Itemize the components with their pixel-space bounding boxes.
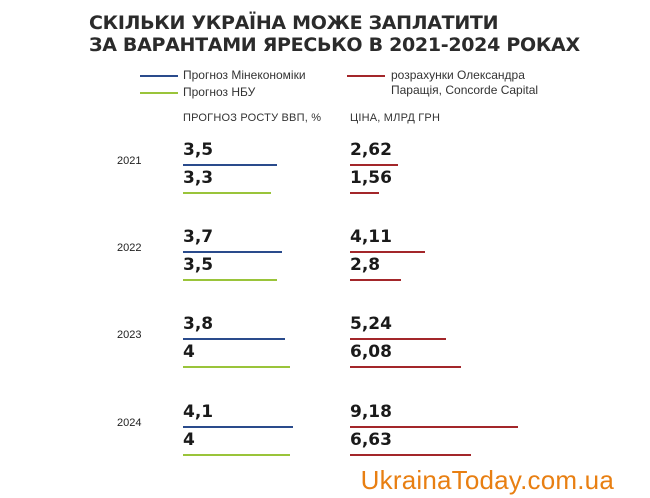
year-label: 2024 xyxy=(117,417,142,429)
price-bar xyxy=(350,454,472,456)
price-value: 6,63 xyxy=(350,430,392,450)
legend-label-nbu: Прогноз НБУ xyxy=(183,85,256,99)
year-label: 2021 xyxy=(117,155,142,167)
gdp-bar xyxy=(183,338,285,340)
price-bar xyxy=(350,338,446,340)
price-value: 9,18 xyxy=(350,402,392,422)
gdp-bar xyxy=(183,192,272,194)
gdp-bar xyxy=(183,366,291,368)
chart-title: СКІЛЬКИ УКРАЇНА МОЖЕ ЗАПЛАТИТИ ЗА ВАРАНТ… xyxy=(89,12,580,56)
price-bar xyxy=(350,251,426,253)
price-value: 2,8 xyxy=(350,255,381,275)
price-value: 1,56 xyxy=(350,168,392,188)
watermark-text: UkrainaToday.com.ua xyxy=(360,465,614,495)
gdp-bar xyxy=(183,279,277,281)
site-watermark: UkrainaToday.com.ua xyxy=(361,462,650,498)
legend-swatch-minekonomiky xyxy=(140,75,178,77)
price-bar xyxy=(350,192,379,194)
legend-label-concorde-line2: Паращія, Concorde Capital xyxy=(391,83,539,97)
gdp-column-title: ПРОГНОЗ РОСТУ ВВП, % xyxy=(183,112,322,124)
price-bar xyxy=(350,366,462,368)
price-value: 6,08 xyxy=(350,342,392,362)
gdp-value: 4 xyxy=(183,430,195,450)
gdp-value: 3,7 xyxy=(183,227,214,247)
legend-swatch-nbu xyxy=(140,92,178,94)
gdp-value: 4,1 xyxy=(183,402,214,422)
price-column-title: ЦІНА, МЛРД ГРН xyxy=(350,112,441,124)
price-value: 4,11 xyxy=(350,227,392,247)
year-label: 2022 xyxy=(117,242,142,254)
price-bar xyxy=(350,164,398,166)
legend-label-concorde-line1: розрахунки Олександра xyxy=(391,68,525,82)
price-value: 5,24 xyxy=(350,314,392,334)
gdp-value: 3,3 xyxy=(183,168,214,188)
price-bar xyxy=(350,279,402,281)
gdp-value: 3,5 xyxy=(183,140,214,160)
year-label: 2023 xyxy=(117,329,142,341)
chart-title-line2: ЗА ВАРАНТАМИ ЯРЕСЬКО В 2021-2024 РОКАХ xyxy=(89,34,580,56)
price-value: 2,62 xyxy=(350,140,392,160)
gdp-bar xyxy=(183,164,277,166)
chart-title-line1: СКІЛЬКИ УКРАЇНА МОЖЕ ЗАПЛАТИТИ xyxy=(89,12,499,34)
legend-swatch-concorde xyxy=(347,75,385,77)
gdp-value: 4 xyxy=(183,342,195,362)
gdp-bar xyxy=(183,426,293,428)
legend-label-minekonomiky: Прогноз Мінекономіки xyxy=(183,68,306,82)
gdp-value: 3,5 xyxy=(183,255,214,275)
gdp-bar xyxy=(183,251,283,253)
gdp-value: 3,8 xyxy=(183,314,214,334)
gdp-bar xyxy=(183,454,291,456)
price-bar xyxy=(350,426,518,428)
